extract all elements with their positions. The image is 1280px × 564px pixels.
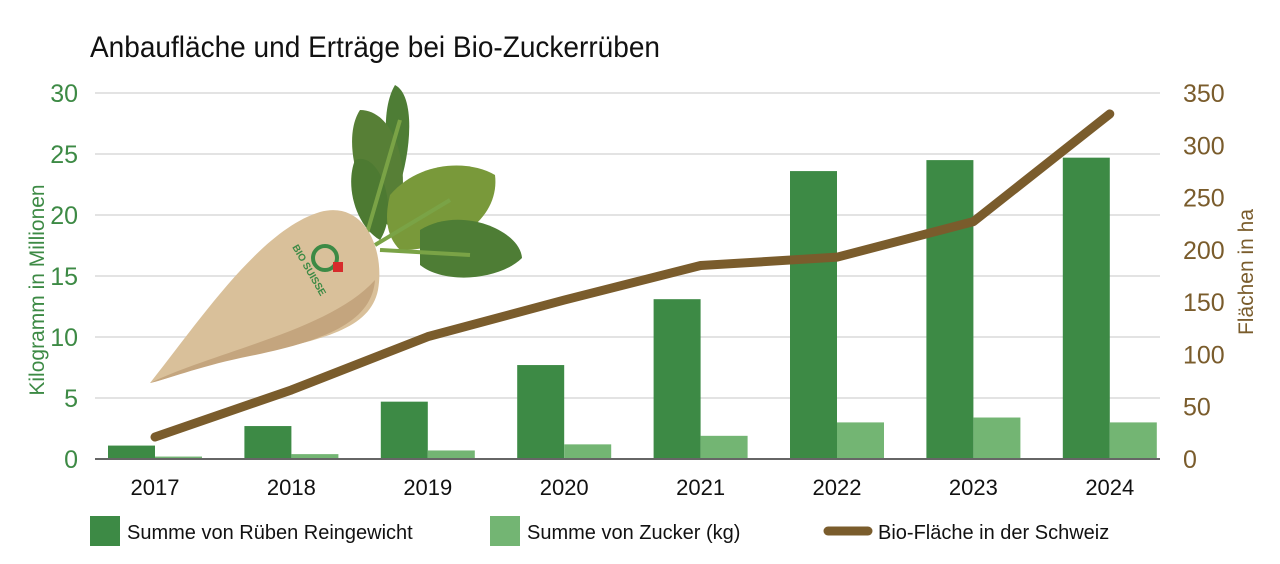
legend-label-reingewicht: Summe von Rüben Reingewicht (127, 522, 413, 544)
left-axis-ticks: 0 5 10 15 20 25 30 (50, 80, 78, 474)
x-tick-label: 2017 (131, 475, 180, 500)
beet-root-shade (150, 280, 375, 383)
left-tick-label: 0 (64, 446, 78, 474)
swiss-flag (333, 262, 343, 272)
bar-zucker (700, 435, 748, 459)
bar-reingewicht (653, 299, 701, 459)
left-tick-label: 20 (50, 202, 78, 230)
x-axis-ticks: 2017 2018 2019 2020 2021 2022 2023 2024 (131, 475, 1135, 500)
bar-zucker (155, 456, 202, 459)
logo-circle (311, 244, 339, 272)
right-axis-label: Flächen in ha (1235, 209, 1258, 335)
legend-swatch-zucker (490, 516, 520, 546)
x-tick-label: 2021 (676, 475, 725, 500)
x-tick-label: 2022 (813, 475, 862, 500)
right-tick-label: 50 (1183, 394, 1211, 422)
left-axis-label: Kilogramm in Millionen (26, 184, 49, 395)
legend-label-zucker: Summe von Zucker (kg) (527, 522, 740, 544)
x-tick-label: 2018 (267, 475, 316, 500)
bars (108, 157, 1157, 459)
left-tick-label: 5 (64, 385, 78, 413)
bar-zucker (973, 417, 1021, 459)
x-tick-label: 2019 (403, 475, 452, 500)
legend: Summe von Rüben Reingewicht Summe von Zu… (90, 516, 1109, 546)
chart-title: Anbaufläche und Erträge bei Bio-Zuckerrü… (90, 31, 660, 64)
right-tick-label: 0 (1183, 446, 1197, 474)
bar-zucker (291, 454, 339, 459)
right-axis-ticks: 0 50 100 150 200 250 300 350 (1183, 80, 1225, 474)
bar-reingewicht (108, 445, 155, 459)
bar-zucker (564, 444, 612, 459)
bar-reingewicht (380, 401, 428, 459)
sugar-beet-illustration: BIO SUISSE (150, 85, 522, 383)
left-tick-label: 15 (50, 263, 78, 291)
right-tick-label: 300 (1183, 132, 1225, 160)
bar-reingewicht (244, 426, 292, 459)
bar-reingewicht (790, 171, 837, 459)
x-tick-label: 2023 (949, 475, 998, 500)
series-line-bio-flaeche (150, 109, 1115, 442)
right-tick-label: 100 (1183, 341, 1225, 369)
right-tick-label: 150 (1183, 289, 1225, 317)
beet-root (150, 210, 380, 383)
x-tick-label: 2020 (540, 475, 589, 500)
beet-leaf (351, 158, 389, 240)
left-tick-label: 25 (50, 141, 78, 169)
x-tick-label: 2024 (1085, 475, 1134, 500)
beet-leaf (420, 219, 522, 278)
bar-reingewicht (926, 160, 974, 459)
bar-reingewicht (517, 365, 565, 459)
bar-zucker (1109, 422, 1157, 459)
right-tick-label: 250 (1183, 185, 1225, 213)
beet-stem (363, 119, 471, 257)
legend-swatch-reingewicht (90, 516, 120, 546)
bar-zucker (837, 422, 884, 459)
right-tick-label: 200 (1183, 237, 1225, 265)
left-tick-label: 10 (50, 324, 78, 352)
bar-reingewicht (1062, 157, 1110, 459)
left-tick-label: 30 (50, 80, 78, 108)
right-tick-label: 350 (1183, 80, 1225, 108)
bar-zucker (427, 450, 475, 459)
legend-label-flaeche: Bio-Fläche in der Schweiz (878, 522, 1109, 544)
